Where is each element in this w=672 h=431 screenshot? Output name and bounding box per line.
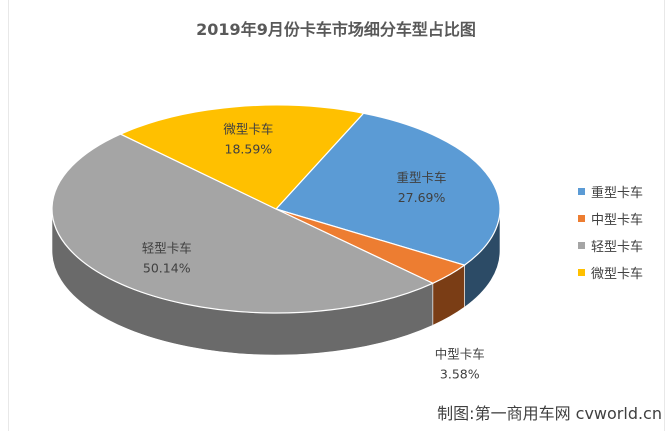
legend-item-mini: 微型卡车 — [578, 259, 668, 286]
legend-label: 微型卡车 — [591, 267, 644, 282]
source-credit: 制图:第一商用车网 cvworld.cn — [437, 404, 662, 423]
legend-swatch — [578, 215, 585, 222]
legend-label: 轻型卡车 — [591, 240, 644, 255]
slice-value-label: 3.58% — [440, 367, 480, 382]
legend-swatch — [578, 242, 585, 249]
slice-category-label: 中型卡车 — [435, 347, 485, 362]
legend-swatch — [578, 269, 585, 276]
slice-category-label: 轻型卡车 — [142, 240, 192, 255]
legend-item-heavy: 重型卡车 — [578, 178, 668, 205]
pie-slice-heavy — [274, 112, 501, 266]
pie-slice-mini — [119, 104, 365, 210]
slice-category-label: 微型卡车 — [223, 121, 273, 136]
pie-slice-light — [51, 133, 435, 314]
legend-item-medium: 中型卡车 — [578, 205, 668, 232]
legend-item-light: 轻型卡车 — [578, 232, 668, 259]
legend-label: 重型卡车 — [591, 186, 644, 201]
slice-value-label: 18.59% — [225, 141, 273, 156]
gridline — [8, 0, 9, 431]
slice-value-label: 27.69% — [398, 190, 446, 205]
slice-value-label: 50.14% — [143, 260, 191, 275]
legend-swatch — [578, 188, 585, 195]
gridline — [664, 0, 665, 431]
legend-label: 中型卡车 — [591, 213, 644, 228]
legend: 重型卡车 中型卡车 轻型卡车 微型卡车 — [578, 178, 668, 286]
slice-category-label: 重型卡车 — [397, 170, 447, 185]
chart-title: 2019年9月份卡车市场细分车型占比图 — [196, 20, 476, 39]
